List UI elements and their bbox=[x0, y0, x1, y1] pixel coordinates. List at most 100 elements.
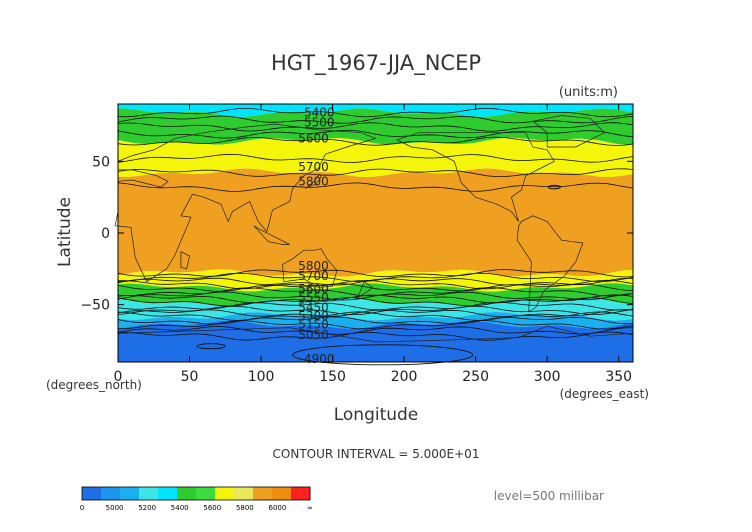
contour-high bbox=[547, 184, 561, 190]
colorbar-label: ∞ bbox=[307, 504, 313, 512]
coastline bbox=[396, 132, 555, 222]
contour-low bbox=[196, 343, 226, 350]
contour-labels: 5400550056005700580058005700560055505450… bbox=[298, 106, 334, 367]
contour-band bbox=[118, 320, 633, 362]
contour-line bbox=[118, 279, 634, 290]
colorbar-label: 6000 bbox=[269, 504, 287, 512]
y-tick-label: 50 bbox=[92, 154, 110, 170]
contour-bands bbox=[118, 104, 633, 362]
contour-interval-text: CONTOUR INTERVAL = 5.000E+01 bbox=[273, 447, 480, 461]
contour-line bbox=[117, 316, 634, 325]
x-tick-label: 150 bbox=[319, 369, 346, 385]
contour-line bbox=[117, 301, 634, 311]
contour-line bbox=[117, 269, 634, 278]
contour-line bbox=[117, 277, 634, 286]
contour-label: 5800 bbox=[298, 259, 329, 273]
contour-line bbox=[117, 297, 634, 307]
contour-label: 5450 bbox=[298, 301, 329, 315]
coastline bbox=[180, 251, 190, 270]
colorbar-swatch bbox=[291, 487, 311, 500]
units-label: (units:m) bbox=[559, 85, 618, 100]
colorbar-swatch bbox=[253, 487, 273, 500]
y-axis-label: Latitude bbox=[55, 197, 75, 267]
y-tick-label: 0 bbox=[101, 226, 110, 242]
colorbar-label: 5400 bbox=[171, 504, 189, 512]
x-tick-label: 300 bbox=[534, 369, 561, 385]
x-tick-label: 200 bbox=[391, 369, 418, 385]
coastline bbox=[114, 123, 377, 283]
colorbar-swatch bbox=[234, 487, 254, 500]
contour-label: 4900 bbox=[304, 352, 335, 366]
contour-line bbox=[117, 326, 634, 335]
contour-line bbox=[117, 294, 634, 304]
contour-line bbox=[117, 291, 634, 301]
colorbar-label: 0 bbox=[80, 504, 84, 512]
contour-label: 5700 bbox=[298, 269, 329, 283]
contour-label: 5400 bbox=[304, 106, 335, 120]
contour-line bbox=[117, 122, 634, 132]
contour-label: 5050 bbox=[298, 328, 329, 342]
coastline bbox=[305, 173, 322, 189]
coastline bbox=[253, 225, 290, 245]
contour-line bbox=[117, 272, 634, 283]
contour-label: 5600 bbox=[298, 282, 329, 296]
contour-low bbox=[292, 344, 474, 366]
colorbar-swatch bbox=[215, 487, 235, 500]
contour-line bbox=[117, 309, 634, 318]
contour-label: 5700 bbox=[298, 160, 329, 174]
coastline bbox=[516, 215, 584, 313]
contour-line bbox=[117, 320, 634, 330]
contour-line bbox=[117, 311, 634, 321]
contour-label: 5550 bbox=[298, 291, 329, 305]
level-text: level=500 millibar bbox=[494, 489, 604, 503]
contour-band bbox=[118, 283, 633, 306]
colorbar-frame bbox=[81, 486, 311, 501]
colorbar-swatch bbox=[272, 487, 292, 500]
colorbar-swatch bbox=[101, 487, 121, 500]
contour-line bbox=[117, 107, 634, 118]
colorbar-label: 5200 bbox=[138, 504, 156, 512]
contour-label: 5600 bbox=[298, 131, 329, 145]
colorbar-swatch bbox=[120, 487, 140, 500]
x-tick-label: 0 bbox=[114, 369, 123, 385]
contour-line bbox=[117, 182, 634, 192]
contour-band bbox=[118, 312, 633, 329]
colorbar bbox=[81, 486, 311, 501]
y-tick-label: −50 bbox=[80, 298, 110, 314]
colorbar-swatch bbox=[158, 487, 178, 500]
x-axis-label: Longitude bbox=[334, 405, 419, 425]
y-axis-ticks: 50 0 −50 bbox=[80, 154, 633, 314]
contour-line bbox=[117, 153, 634, 164]
coastline bbox=[532, 115, 605, 148]
contour-band bbox=[118, 104, 633, 117]
contour-label: 5800 bbox=[298, 174, 329, 188]
contour-band bbox=[118, 137, 633, 178]
contour-label: 5500 bbox=[304, 116, 335, 130]
contour-line bbox=[117, 283, 634, 292]
contour-band bbox=[118, 168, 633, 277]
contour-line bbox=[117, 331, 634, 341]
colorbar-labels: 0 5000 5200 5400 5600 5800 6000 ∞ bbox=[80, 504, 313, 512]
x-tick-label: 350 bbox=[605, 369, 632, 385]
coastline bbox=[355, 281, 374, 300]
colorbar-swatch bbox=[82, 487, 102, 500]
coastline bbox=[282, 248, 338, 288]
x-unit-label: (degrees_east) bbox=[560, 387, 649, 401]
colorbar-label: 5600 bbox=[203, 504, 221, 512]
colorbar-label: 5000 bbox=[106, 504, 124, 512]
colorbar-swatch bbox=[177, 487, 197, 500]
y-unit-label: (degrees_north) bbox=[46, 378, 142, 392]
contour-line bbox=[117, 168, 634, 177]
colorbar-swatch bbox=[139, 487, 159, 500]
x-tick-label: 250 bbox=[462, 369, 489, 385]
contour-line bbox=[117, 115, 634, 124]
x-tick-label: 50 bbox=[181, 369, 199, 385]
x-tick-label: 100 bbox=[248, 369, 275, 385]
plot-area: 5400550056005700580058005700560055505450… bbox=[114, 103, 634, 367]
colorbar-swatch bbox=[196, 487, 216, 500]
colorbar-label: 5800 bbox=[236, 504, 254, 512]
chart-title: HGT_1967-JJA_NCEP bbox=[271, 51, 481, 76]
contour-label: 5300 bbox=[298, 309, 329, 323]
contour-label: 5150 bbox=[298, 318, 329, 332]
